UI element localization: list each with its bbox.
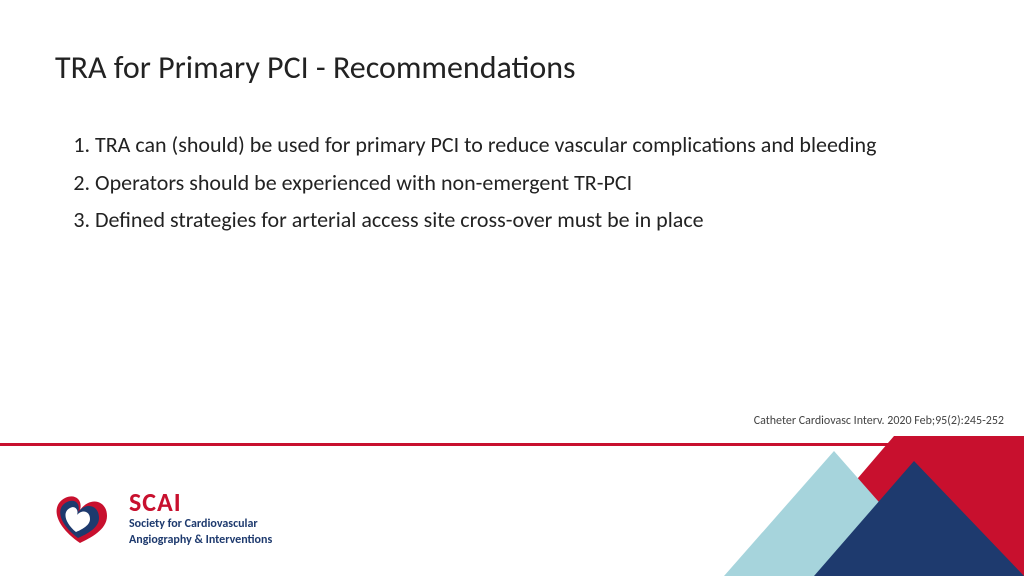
footer: SCAI Society for Cardiovascular Angiogra… — [0, 446, 1024, 576]
list-item: Operators should be experienced with non… — [95, 168, 964, 198]
logo-subtitle-1: Society for Cardiovascular — [129, 517, 272, 531]
corner-graphic — [664, 416, 1024, 576]
recommendations-list: TRA can (should) be used for primary PCI… — [55, 130, 964, 235]
logo-text: SCAI Society for Cardiovascular Angiogra… — [129, 489, 272, 548]
heart-icon — [45, 488, 115, 548]
org-logo: SCAI Society for Cardiovascular Angiogra… — [45, 488, 272, 548]
logo-subtitle-2: Angiography & Interventions — [129, 533, 272, 547]
slide-body: TRA can (should) be used for primary PCI… — [55, 130, 964, 243]
list-item: Defined strategies for arterial access s… — [95, 205, 964, 235]
list-item: TRA can (should) be used for primary PCI… — [95, 130, 964, 160]
logo-acronym: SCAI — [129, 489, 272, 515]
slide: TRA for Primary PCI - Recommendations TR… — [0, 0, 1024, 576]
citation-text: Catheter Cardiovasc Interv. 2020 Feb;95(… — [754, 414, 1004, 428]
slide-title: TRA for Primary PCI - Recommendations — [55, 48, 576, 87]
